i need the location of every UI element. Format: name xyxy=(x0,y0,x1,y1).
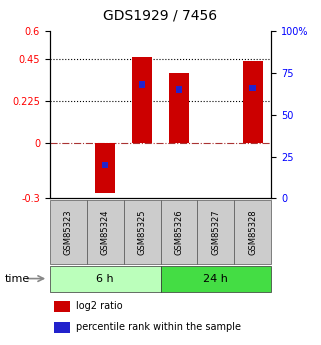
Text: 24 h: 24 h xyxy=(204,274,228,284)
Bar xyxy=(87,200,124,264)
Text: GSM85326: GSM85326 xyxy=(174,209,184,255)
Text: GSM85323: GSM85323 xyxy=(64,209,73,255)
Bar xyxy=(95,142,115,193)
Bar xyxy=(160,200,197,264)
Bar xyxy=(132,57,152,142)
Bar xyxy=(54,322,70,333)
Bar xyxy=(54,302,70,312)
Text: GSM85327: GSM85327 xyxy=(211,209,221,255)
Bar xyxy=(197,200,234,264)
Text: 6 h: 6 h xyxy=(96,274,114,284)
Bar xyxy=(50,266,160,292)
Text: time: time xyxy=(5,274,30,284)
Bar xyxy=(139,81,145,88)
Bar xyxy=(243,61,263,142)
Text: GDS1929 / 7456: GDS1929 / 7456 xyxy=(103,9,218,23)
Text: percentile rank within the sample: percentile rank within the sample xyxy=(76,322,241,332)
Text: GSM85325: GSM85325 xyxy=(137,209,147,255)
Bar xyxy=(176,86,182,93)
Bar xyxy=(102,161,108,168)
Bar xyxy=(124,200,160,264)
Text: GSM85328: GSM85328 xyxy=(248,209,257,255)
Bar xyxy=(50,200,87,264)
Text: log2 ratio: log2 ratio xyxy=(76,301,123,311)
Bar xyxy=(160,266,271,292)
Text: GSM85324: GSM85324 xyxy=(100,209,110,255)
Bar xyxy=(234,200,271,264)
Bar xyxy=(169,73,189,142)
Bar xyxy=(249,85,256,91)
